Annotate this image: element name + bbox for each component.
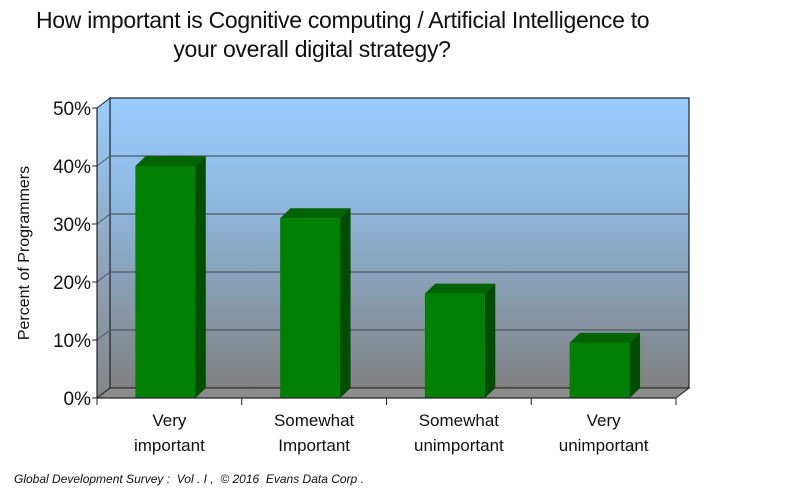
gridlines <box>96 155 689 341</box>
bar <box>135 156 206 398</box>
x-tick-label: important <box>134 436 205 455</box>
bar-top <box>424 283 496 294</box>
bar-side <box>340 208 351 398</box>
bar-top <box>135 156 206 166</box>
bar-front <box>424 293 485 398</box>
bar-front <box>280 218 341 398</box>
y-tick-label: 0% <box>64 389 92 410</box>
x-tick-label: Very <box>587 411 622 430</box>
bar-side <box>195 156 206 398</box>
bar-side <box>484 283 496 398</box>
bar-front <box>135 166 196 398</box>
x-axis-labels: Very important Somewhat Important Somewhat un… <box>134 411 649 455</box>
axes <box>96 108 677 405</box>
bars <box>135 156 641 398</box>
x-tick-label: Important <box>278 436 350 455</box>
source-footer: Global Development Survey : Vol . I , © … <box>14 472 364 486</box>
gridline-side <box>96 213 111 225</box>
side-wall <box>96 96 111 400</box>
bar-top <box>569 332 641 343</box>
bar-top <box>280 208 351 219</box>
bar-front <box>569 342 630 398</box>
y-tick-label: 40% <box>53 157 91 178</box>
y-tick-label: 20% <box>53 273 91 294</box>
x-tick-label: Very <box>152 411 187 430</box>
chart-title-line-1: How important is Cognitive computing / A… <box>36 7 650 33</box>
y-tick-label: 10% <box>53 331 91 352</box>
x-tick-label: unimportant <box>414 436 504 455</box>
bar <box>280 208 351 398</box>
bar <box>569 332 641 398</box>
bar <box>424 283 496 398</box>
y-tick-label: 50% <box>53 99 91 120</box>
x-tick-label: Somewhat <box>274 411 355 430</box>
y-axis-ticks: 0% 10% 20% 30% 40% 50% <box>53 99 97 410</box>
chart-title-line-2: your overall digital strategy? <box>173 36 451 62</box>
gridline-side <box>96 329 111 341</box>
x-tick-label: unimportant <box>559 436 649 455</box>
gridline-side <box>96 155 111 167</box>
x-tick-label: Somewhat <box>419 411 500 430</box>
gridline-side <box>96 271 111 283</box>
y-tick-label: 30% <box>53 215 91 236</box>
bar-side <box>629 332 641 398</box>
